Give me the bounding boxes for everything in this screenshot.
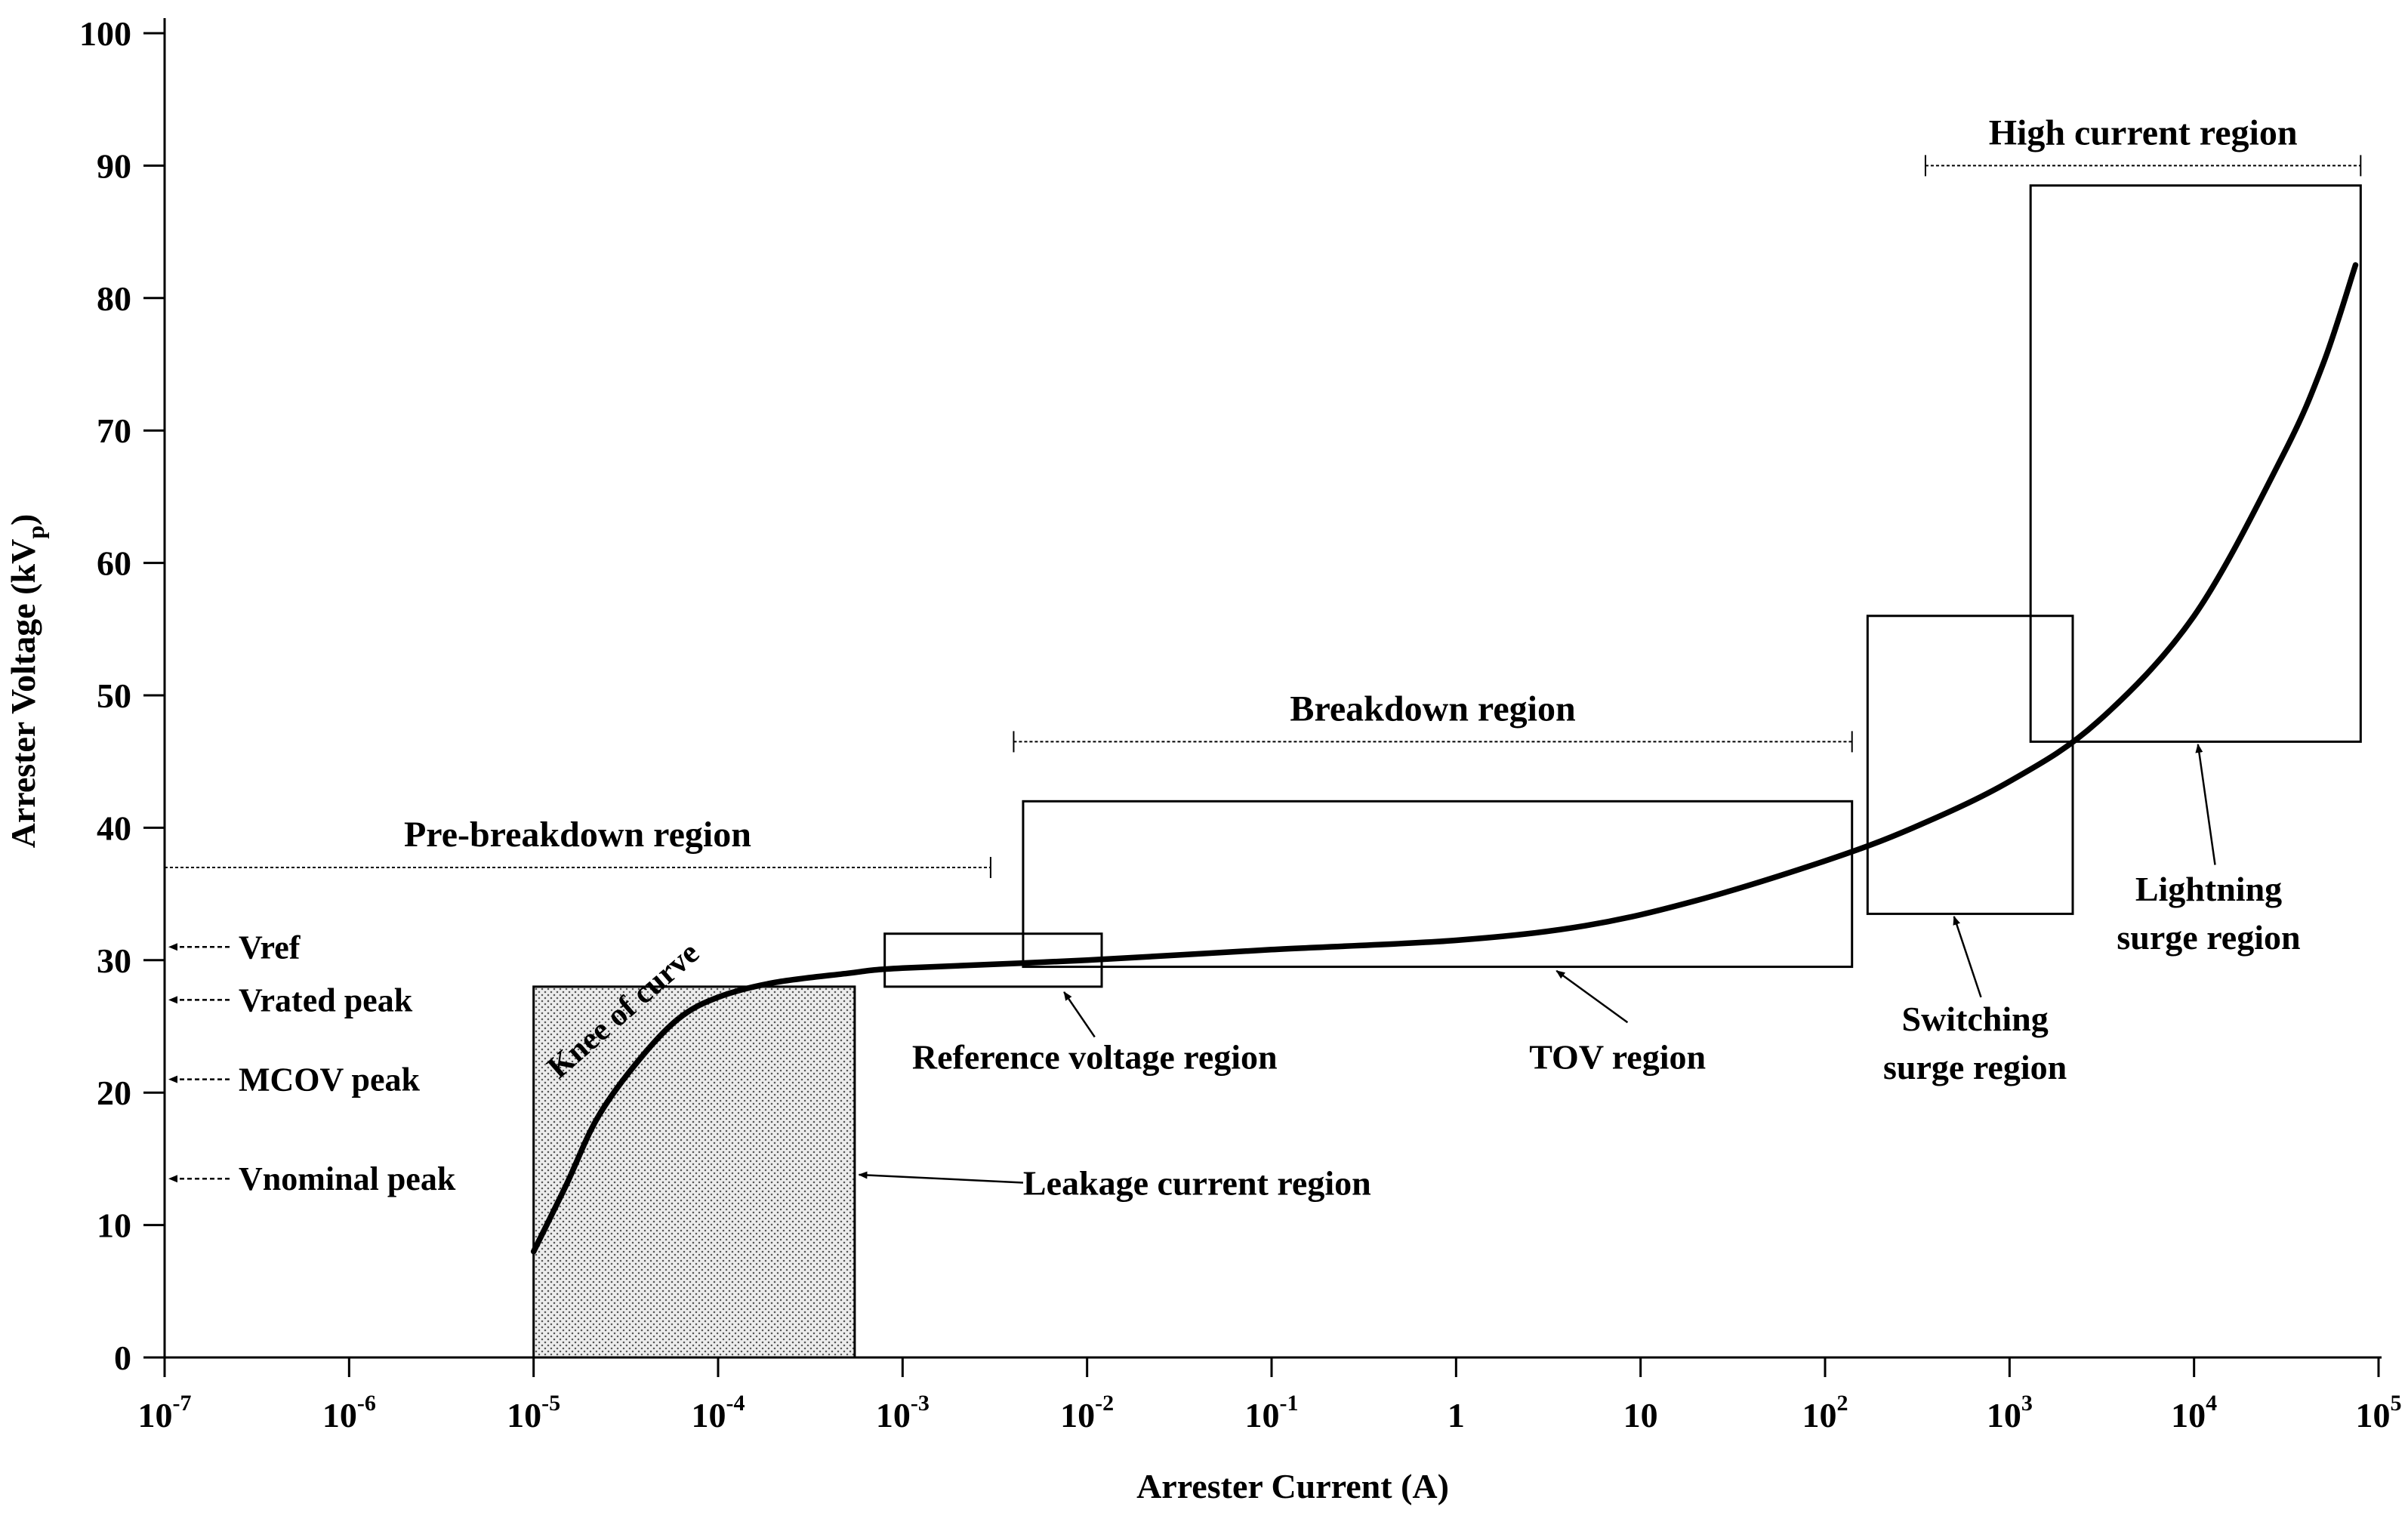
x-tick-base: 10	[507, 1396, 541, 1434]
voltage-marker-label: Vnominal peak	[239, 1160, 456, 1197]
x-tick-exponent: -6	[357, 1391, 376, 1416]
reference-annotation-arrow	[1063, 991, 1096, 1038]
x-tick-base: 1	[1448, 1396, 1465, 1434]
lightning-annotation-label: surge region	[2117, 918, 2300, 957]
x-tick-label: 10-4	[692, 1391, 745, 1434]
x-tick-base: 10	[2171, 1396, 2206, 1434]
switching-annotation-label: surge region	[1883, 1048, 2067, 1086]
x-tick-base: 10	[1623, 1396, 1658, 1434]
y-tick-label: 90	[97, 146, 131, 185]
voltage-marker-label: Vrated peak	[239, 981, 413, 1018]
x-tick-exponent: 2	[1837, 1391, 1848, 1416]
x-tick-exponent: 5	[2391, 1391, 2402, 1416]
x-tick-label: 10-2	[1060, 1391, 1114, 1434]
x-tick-label: 104	[2171, 1391, 2217, 1434]
vi-curve	[530, 262, 2359, 1255]
reference-annotation-label: Reference voltage region	[912, 1038, 1278, 1077]
x-tick-exponent: -2	[1095, 1391, 1114, 1416]
y-tick-label: 100	[79, 14, 131, 53]
leakage-annotation-arrow	[858, 1171, 1023, 1184]
x-tick-label: 10-7	[138, 1391, 192, 1434]
y-tick-label: 50	[97, 676, 131, 715]
y-tick-label: 60	[97, 544, 131, 583]
lightning-annotation-label: Lightning	[2135, 870, 2282, 908]
x-tick-label: 10-5	[507, 1391, 560, 1434]
x-tick-base: 10	[692, 1396, 726, 1434]
switching-annotation-label: Switching	[1901, 1000, 2048, 1038]
x-tick-label: 10-1	[1245, 1391, 1299, 1434]
axes	[163, 18, 2382, 1359]
pre-breakdown-span-label: Pre-breakdown region	[404, 815, 751, 855]
region-boxes	[532, 184, 2362, 1359]
switching-region-box	[1866, 615, 2074, 915]
y-tick-label: 70	[97, 411, 131, 450]
y-axis-title-main: Arrester Voltage (kV	[4, 539, 42, 849]
high-current-span-label: High current region	[1989, 112, 2298, 153]
x-tick-exponent: -1	[1280, 1391, 1299, 1416]
x-tick-base: 10	[322, 1396, 357, 1434]
lightning-region-box	[2029, 184, 2362, 743]
switching-annotation-arrow	[1953, 915, 1982, 998]
y-tick-label: 80	[97, 279, 131, 318]
x-tick-base: 10	[1987, 1396, 2021, 1434]
x-tick-base: 10	[876, 1396, 911, 1434]
lightning-annotation-arrow	[2195, 743, 2216, 865]
region-annotations: Leakage current region Reference voltage …	[858, 743, 2301, 1202]
tov-region-box	[1022, 800, 1854, 969]
tov-annotation-label: TOV region	[1529, 1038, 1706, 1077]
leakage-annotation-label: Leakage current region	[1023, 1163, 1371, 1202]
region-spans: Pre-breakdown region Breakdown region High…	[164, 112, 2362, 879]
x-tick-label: 1	[1448, 1396, 1465, 1434]
y-tick-label: 30	[97, 941, 131, 980]
voltage-markers: Vref Vrated peak MCOV peak Vnominal peak	[168, 929, 456, 1197]
y-axis-title-sub: p	[22, 525, 49, 539]
y-axis-title-close: )	[4, 514, 42, 525]
breakdown-span-label: Breakdown region	[1290, 689, 1575, 729]
x-tick-exponent: 3	[2021, 1391, 2033, 1416]
x-tick-exponent: 4	[2206, 1391, 2217, 1416]
y-tick-label: 20	[97, 1074, 131, 1112]
y-axis-ticks: 0 10 20 30 40 50 60 70 80 90 100	[79, 14, 165, 1377]
x-tick-label: 10-6	[322, 1391, 376, 1434]
x-tick-base: 10	[1060, 1396, 1095, 1434]
voltage-marker-label: Vref	[239, 929, 301, 966]
y-tick-label: 10	[97, 1206, 131, 1245]
x-tick-base: 10	[1802, 1396, 1837, 1434]
x-tick-base: 10	[138, 1396, 173, 1434]
y-tick-label: 0	[114, 1339, 131, 1377]
x-tick-exponent: -7	[173, 1391, 192, 1416]
x-tick-label: 10-3	[876, 1391, 930, 1434]
x-tick-exponent: -3	[911, 1391, 930, 1416]
vi-curve-layer	[530, 262, 2359, 1255]
tov-annotation-arrow	[1555, 969, 1629, 1024]
x-axis-title: Arrester Current (A)	[1136, 1467, 1449, 1505]
x-tick-exponent: -4	[726, 1391, 745, 1416]
voltage-marker-label: MCOV peak	[239, 1062, 421, 1098]
x-tick-exponent: -5	[541, 1391, 560, 1416]
y-tick-label: 40	[97, 809, 131, 847]
leakage-region-box	[532, 985, 856, 1359]
x-tick-base: 10	[2356, 1396, 2391, 1434]
x-tick-label: 105	[2356, 1391, 2402, 1434]
x-tick-label: 102	[1802, 1391, 1848, 1434]
x-axis-ticks: 10-7 10-6 10-5 10-4 10-3 10-2 10-1 1 10 102 103 104…	[138, 1357, 2402, 1434]
y-axis-title: Arrester Voltage (kVp)	[4, 514, 49, 849]
x-tick-label: 10	[1623, 1396, 1658, 1434]
x-tick-base: 10	[1245, 1396, 1280, 1434]
x-tick-label: 103	[1987, 1391, 2033, 1434]
